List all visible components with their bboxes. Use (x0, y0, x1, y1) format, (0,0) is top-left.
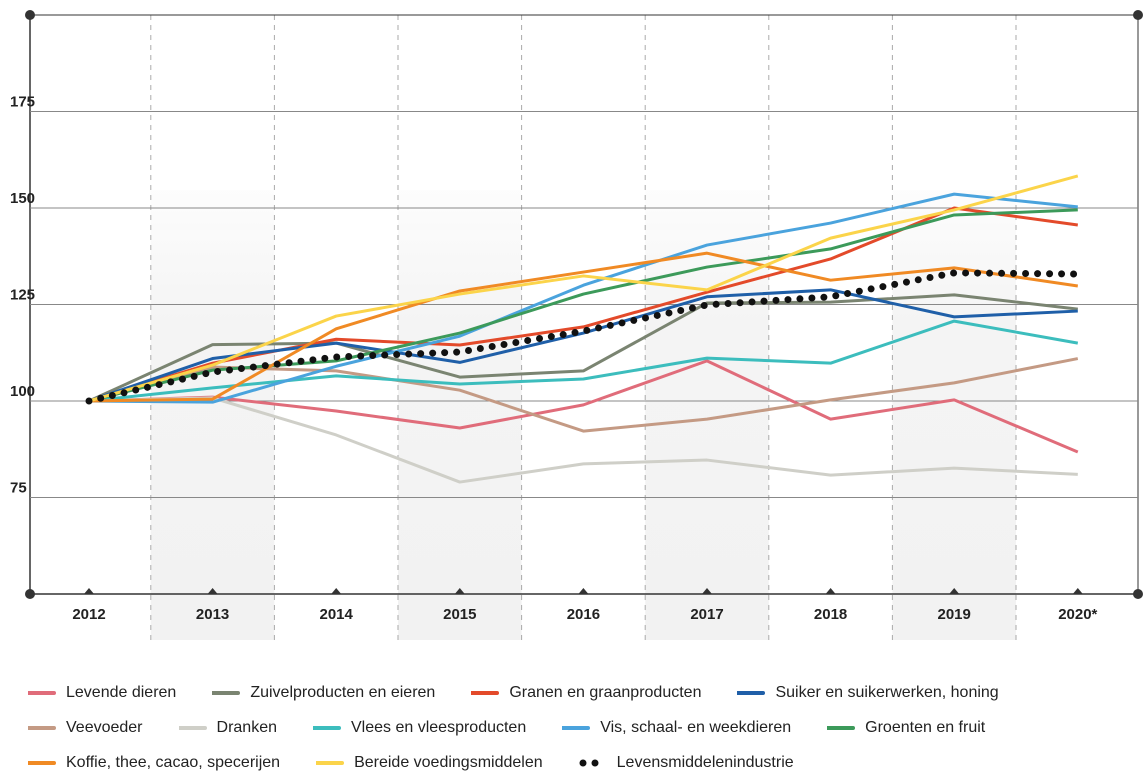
legend-item: Levensmiddelenindustrie (579, 752, 794, 774)
x-tick-marker (84, 588, 94, 594)
series-line (88, 288, 1078, 403)
y-tick-label: 150 (10, 190, 35, 207)
x-tick-label: 2017 (690, 606, 723, 623)
legend-item: Levende dieren (28, 682, 176, 704)
legend-swatch (737, 691, 766, 695)
series-line (88, 359, 1079, 454)
legend-item: Suiker en suikerwerken, honing (737, 682, 999, 704)
legend-item: Vis, schaal- en weekdieren (562, 717, 791, 739)
y-tick-label: 125 (10, 286, 35, 303)
legend-item: Granen en graanproducten (471, 682, 701, 704)
legend-swatch (316, 761, 345, 765)
series-line (88, 174, 1079, 403)
legend-item: Zuivelproducten en eieren (212, 682, 435, 704)
legend-swatch (212, 691, 241, 695)
x-tick-marker (949, 588, 960, 594)
x-tick-label: 2013 (196, 606, 229, 623)
legend-item: Vlees en vleesproducten (313, 717, 526, 739)
legend-label: Suiker en suikerwerken, honing (775, 684, 999, 701)
x-tick-label: 2015 (443, 606, 476, 623)
x-tick-marker (207, 588, 218, 594)
legend-label: Levende dieren (66, 684, 177, 701)
legend-label: Granen en graanproducten (509, 684, 702, 701)
series-line (88, 293, 1078, 403)
corner-dot (25, 10, 35, 20)
legend-item: Koffie, thee, cacao, specerijen (28, 752, 280, 774)
legend-label: Levensmiddelenindustrie (616, 754, 794, 771)
legend-item: Veevoeder (28, 717, 143, 739)
x-tick-marker (702, 588, 712, 594)
corner-dot (1133, 589, 1143, 599)
x-tick-label: 2019 (938, 606, 971, 623)
legend-swatch (28, 691, 56, 695)
y-tick-label: 100 (10, 383, 35, 400)
legend-label: Vlees en vleesproducten (351, 719, 527, 736)
legend-label: Veevoeder (66, 719, 143, 736)
legend-swatch (313, 726, 341, 730)
legend-label: Koffie, thee, cacao, specerijen (66, 754, 281, 771)
band (892, 190, 1016, 640)
band (398, 190, 522, 640)
band (645, 190, 769, 640)
x-tick-marker (825, 588, 836, 594)
corner-dot (25, 589, 35, 599)
x-tick-label: 2012 (72, 606, 105, 623)
legend-item: Groenten en fruit (827, 717, 985, 739)
band (150, 190, 275, 640)
chart: 75 100 125 150 175 2012 2013 2014 2015 2016 2017 20… (10, 10, 1143, 640)
legend-label: Groenten en fruit (865, 719, 986, 736)
series-line (88, 396, 1078, 484)
y-tick-label: 175 (10, 93, 35, 110)
legend-swatch (562, 726, 591, 730)
legend-label: Bereide voedingsmiddelen (354, 754, 543, 771)
x-tick-label: 2014 (320, 606, 354, 623)
x-tick-marker (578, 588, 589, 594)
legend-swatch (178, 726, 207, 730)
legend-swatch (579, 759, 603, 767)
series-line (88, 192, 1078, 404)
legend-swatch (827, 726, 856, 730)
x-tick-label: 2018 (814, 606, 847, 623)
legend-item: Bereide voedingsmiddelen (316, 752, 543, 774)
series-line (88, 319, 1079, 403)
y-tick-label: 75 (10, 479, 27, 496)
legend-label: Dranken (216, 719, 277, 736)
legend-label: Zuivelproducten en eieren (250, 684, 436, 701)
legend: Levende dieren Zuivelproducten en eieren G… (28, 682, 1143, 774)
corner-dot (1133, 10, 1143, 20)
x-tick-label: 2020* (1058, 606, 1097, 623)
series-line (88, 251, 1079, 403)
x-tick-marker (331, 588, 342, 594)
legend-swatch (28, 761, 56, 765)
legend-item: Dranken (178, 717, 277, 739)
x-tick-marker (454, 588, 465, 594)
x-tick-marker (1072, 588, 1083, 594)
legend-label: Vis, schaal- en weekdieren (600, 719, 792, 736)
legend-swatch (28, 726, 56, 730)
x-tick-label: 2016 (567, 606, 600, 623)
legend-swatch (471, 691, 500, 695)
series-line (85, 269, 1082, 405)
